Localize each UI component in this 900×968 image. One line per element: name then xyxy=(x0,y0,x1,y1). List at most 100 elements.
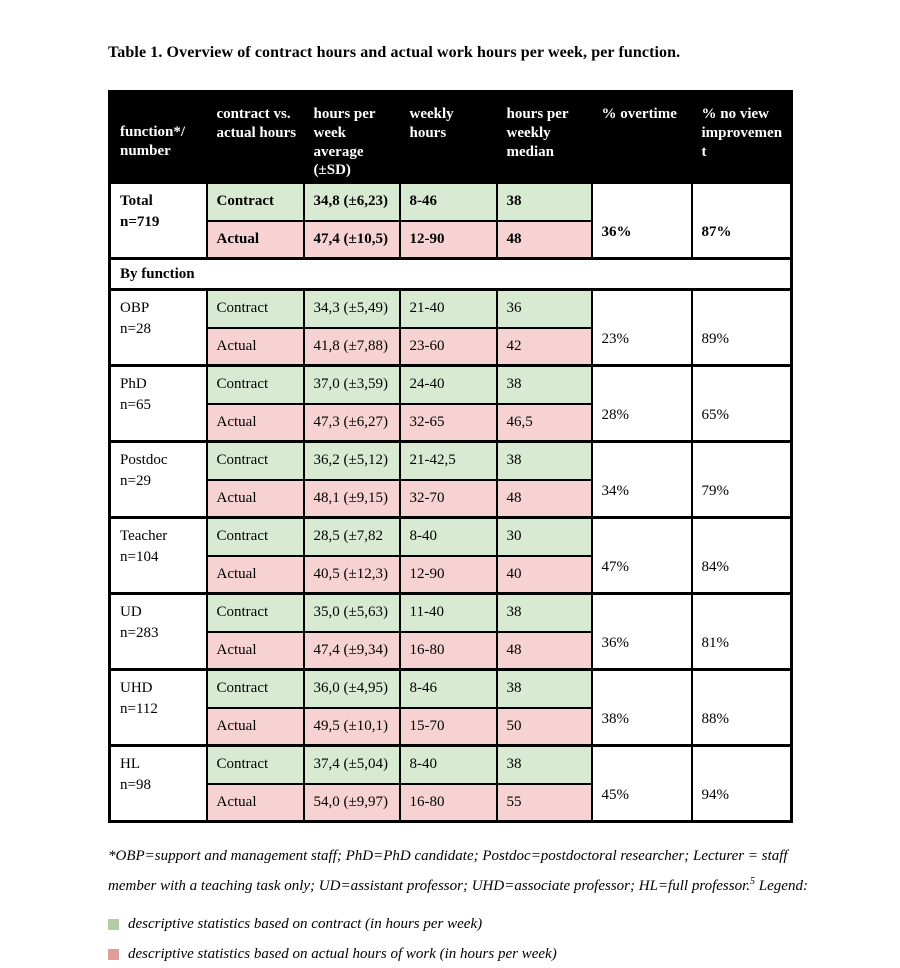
contract-label-cell: Contract xyxy=(205,181,305,222)
legend-item-text: descriptive statistics based on actual h… xyxy=(128,945,557,962)
function-cell: OBP n=28 xyxy=(108,288,208,367)
function-cell: Postdoc n=29 xyxy=(108,440,208,519)
median-cell: 38 xyxy=(495,668,593,709)
overtime-cell: 38% xyxy=(590,668,693,747)
function-name: UHD xyxy=(120,680,153,696)
improvement-cell: 81% xyxy=(690,592,793,671)
function-cell: UHD n=112 xyxy=(108,668,208,747)
table-row-contract: HL n=98 Contract 37,4 (±5,04) 8-40 38 45… xyxy=(108,744,793,823)
function-cell: HL n=98 xyxy=(108,744,208,823)
header-row: function*/ number contract vs. actual ho… xyxy=(108,90,793,184)
contract-label-cell: Contract xyxy=(205,516,305,557)
function-n: n=283 xyxy=(120,625,159,641)
avg-cell: 54,0 (±9,97) xyxy=(302,782,401,823)
median-cell: 48 xyxy=(495,630,593,671)
function-name: HL xyxy=(120,756,140,772)
range-cell: 8-40 xyxy=(398,516,498,557)
median-cell: 42 xyxy=(495,326,593,367)
median-cell: 36 xyxy=(495,288,593,329)
function-n: n=29 xyxy=(120,473,151,489)
function-cell: PhD n=65 xyxy=(108,364,208,443)
contract-label-cell: Contract xyxy=(205,288,305,329)
function-name: Postdoc xyxy=(120,452,168,468)
avg-cell: 49,5 (±10,1) xyxy=(302,706,401,747)
actual-label-cell: Actual xyxy=(205,630,305,671)
improvement-cell: 84% xyxy=(690,516,793,595)
column-header-contract-vs-actual: contract vs. actual hours xyxy=(205,90,305,184)
function-n: n=104 xyxy=(120,549,159,565)
avg-cell: 47,3 (±6,27) xyxy=(302,402,401,443)
avg-cell: 28,5 (±7,82 xyxy=(302,516,401,557)
range-cell: 23-60 xyxy=(398,326,498,367)
table-row-actual: Actual 48,1 (±9,15) 32-70 48 xyxy=(110,478,792,519)
median-cell: 48 xyxy=(495,478,593,519)
median-cell: 46,5 xyxy=(495,402,593,443)
contract-hours-table: function*/ number contract vs. actual ho… xyxy=(108,90,793,823)
avg-cell: 40,5 (±12,3) xyxy=(302,554,401,595)
function-name: UD xyxy=(120,604,142,620)
page-title: Table 1. Overview of contract hours and … xyxy=(108,44,681,61)
median-cell: 38 xyxy=(495,592,593,633)
overtime-cell: 23% xyxy=(590,288,693,367)
avg-cell: 41,8 (±7,88) xyxy=(302,326,401,367)
improvement-cell: 65% xyxy=(690,364,793,443)
avg-cell: 34,8 (±6,23) xyxy=(302,181,401,222)
avg-cell: 34,3 (±5,49) xyxy=(302,288,401,329)
avg-cell: 36,0 (±4,95) xyxy=(302,668,401,709)
range-cell: 8-46 xyxy=(398,668,498,709)
median-cell: 55 xyxy=(495,782,593,823)
column-header-no-view-improvement: % no view improvemen t xyxy=(690,90,793,184)
range-cell: 11-40 xyxy=(398,592,498,633)
actual-label-cell: Actual xyxy=(205,782,305,823)
median-cell: 38 xyxy=(495,744,593,785)
footnote-text: *OBP=support and management staff; PhD=P… xyxy=(108,848,788,894)
legend-item-actual: descriptive statistics based on actual h… xyxy=(108,939,790,968)
median-cell: 30 xyxy=(495,516,593,557)
contract-label-cell: Contract xyxy=(205,668,305,709)
improvement-cell: 79% xyxy=(690,440,793,519)
table-row-actual: Actual 47,4 (±9,34) 16-80 48 xyxy=(110,630,792,671)
table-row-contract: PhD n=65 Contract 37,0 (±3,59) 24-40 38 … xyxy=(108,364,793,443)
avg-cell: 35,0 (±5,63) xyxy=(302,592,401,633)
function-n: n=98 xyxy=(120,777,151,793)
overtime-cell: 45% xyxy=(590,744,693,823)
median-cell: 38 xyxy=(495,181,593,222)
table-row-contract: UHD n=112 Contract 36,0 (±4,95) 8-46 38 … xyxy=(108,668,793,747)
range-cell: 32-70 xyxy=(398,478,498,519)
range-cell: 16-80 xyxy=(398,782,498,823)
median-cell: 50 xyxy=(495,706,593,747)
section-label: By function xyxy=(108,257,793,291)
column-header-function: function*/ number xyxy=(108,90,208,184)
contract-label-cell: Contract xyxy=(205,440,305,481)
actual-label-cell: Actual xyxy=(205,326,305,367)
actual-color-swatch-icon xyxy=(108,948,119,960)
table-footnote: *OBP=support and management staff; PhD=P… xyxy=(108,841,808,901)
median-cell: 40 xyxy=(495,554,593,595)
overtime-cell: 34% xyxy=(590,440,693,519)
page: Table 1. Overview of contract hours and … xyxy=(108,0,808,968)
table-row-contract: Teacher n=104 Contract 28,5 (±7,82 8-40 … xyxy=(108,516,793,595)
overtime-cell: 36% xyxy=(590,592,693,671)
table-row-contract: OBP n=28 Contract 34,3 (±5,49) 21-40 36 … xyxy=(108,288,793,367)
actual-label-cell: Actual xyxy=(205,402,305,443)
avg-cell: 47,4 (±9,34) xyxy=(302,630,401,671)
function-n: n=719 xyxy=(120,214,160,230)
column-header-overtime: % overtime xyxy=(590,90,693,184)
column-header-median: hours per weekly median xyxy=(495,90,593,184)
actual-label-cell: Actual xyxy=(205,706,305,747)
contract-label-cell: Contract xyxy=(205,744,305,785)
function-cell: UD n=283 xyxy=(108,592,208,671)
improvement-cell: 94% xyxy=(690,744,793,823)
range-cell: 15-70 xyxy=(398,706,498,747)
function-name: OBP xyxy=(120,300,150,316)
median-cell: 38 xyxy=(495,440,593,481)
avg-cell: 48,1 (±9,15) xyxy=(302,478,401,519)
median-cell: 48 xyxy=(495,219,593,260)
overtime-cell: 36% xyxy=(590,181,693,260)
avg-cell: 36,2 (±5,12) xyxy=(302,440,401,481)
median-cell: 38 xyxy=(495,364,593,405)
table-row-total-contract: Total n=719 Contract 34,8 (±6,23) 8-46 3… xyxy=(108,181,793,260)
improvement-cell: 89% xyxy=(690,288,793,367)
range-cell: 12-90 xyxy=(398,219,498,260)
range-cell: 32-65 xyxy=(398,402,498,443)
